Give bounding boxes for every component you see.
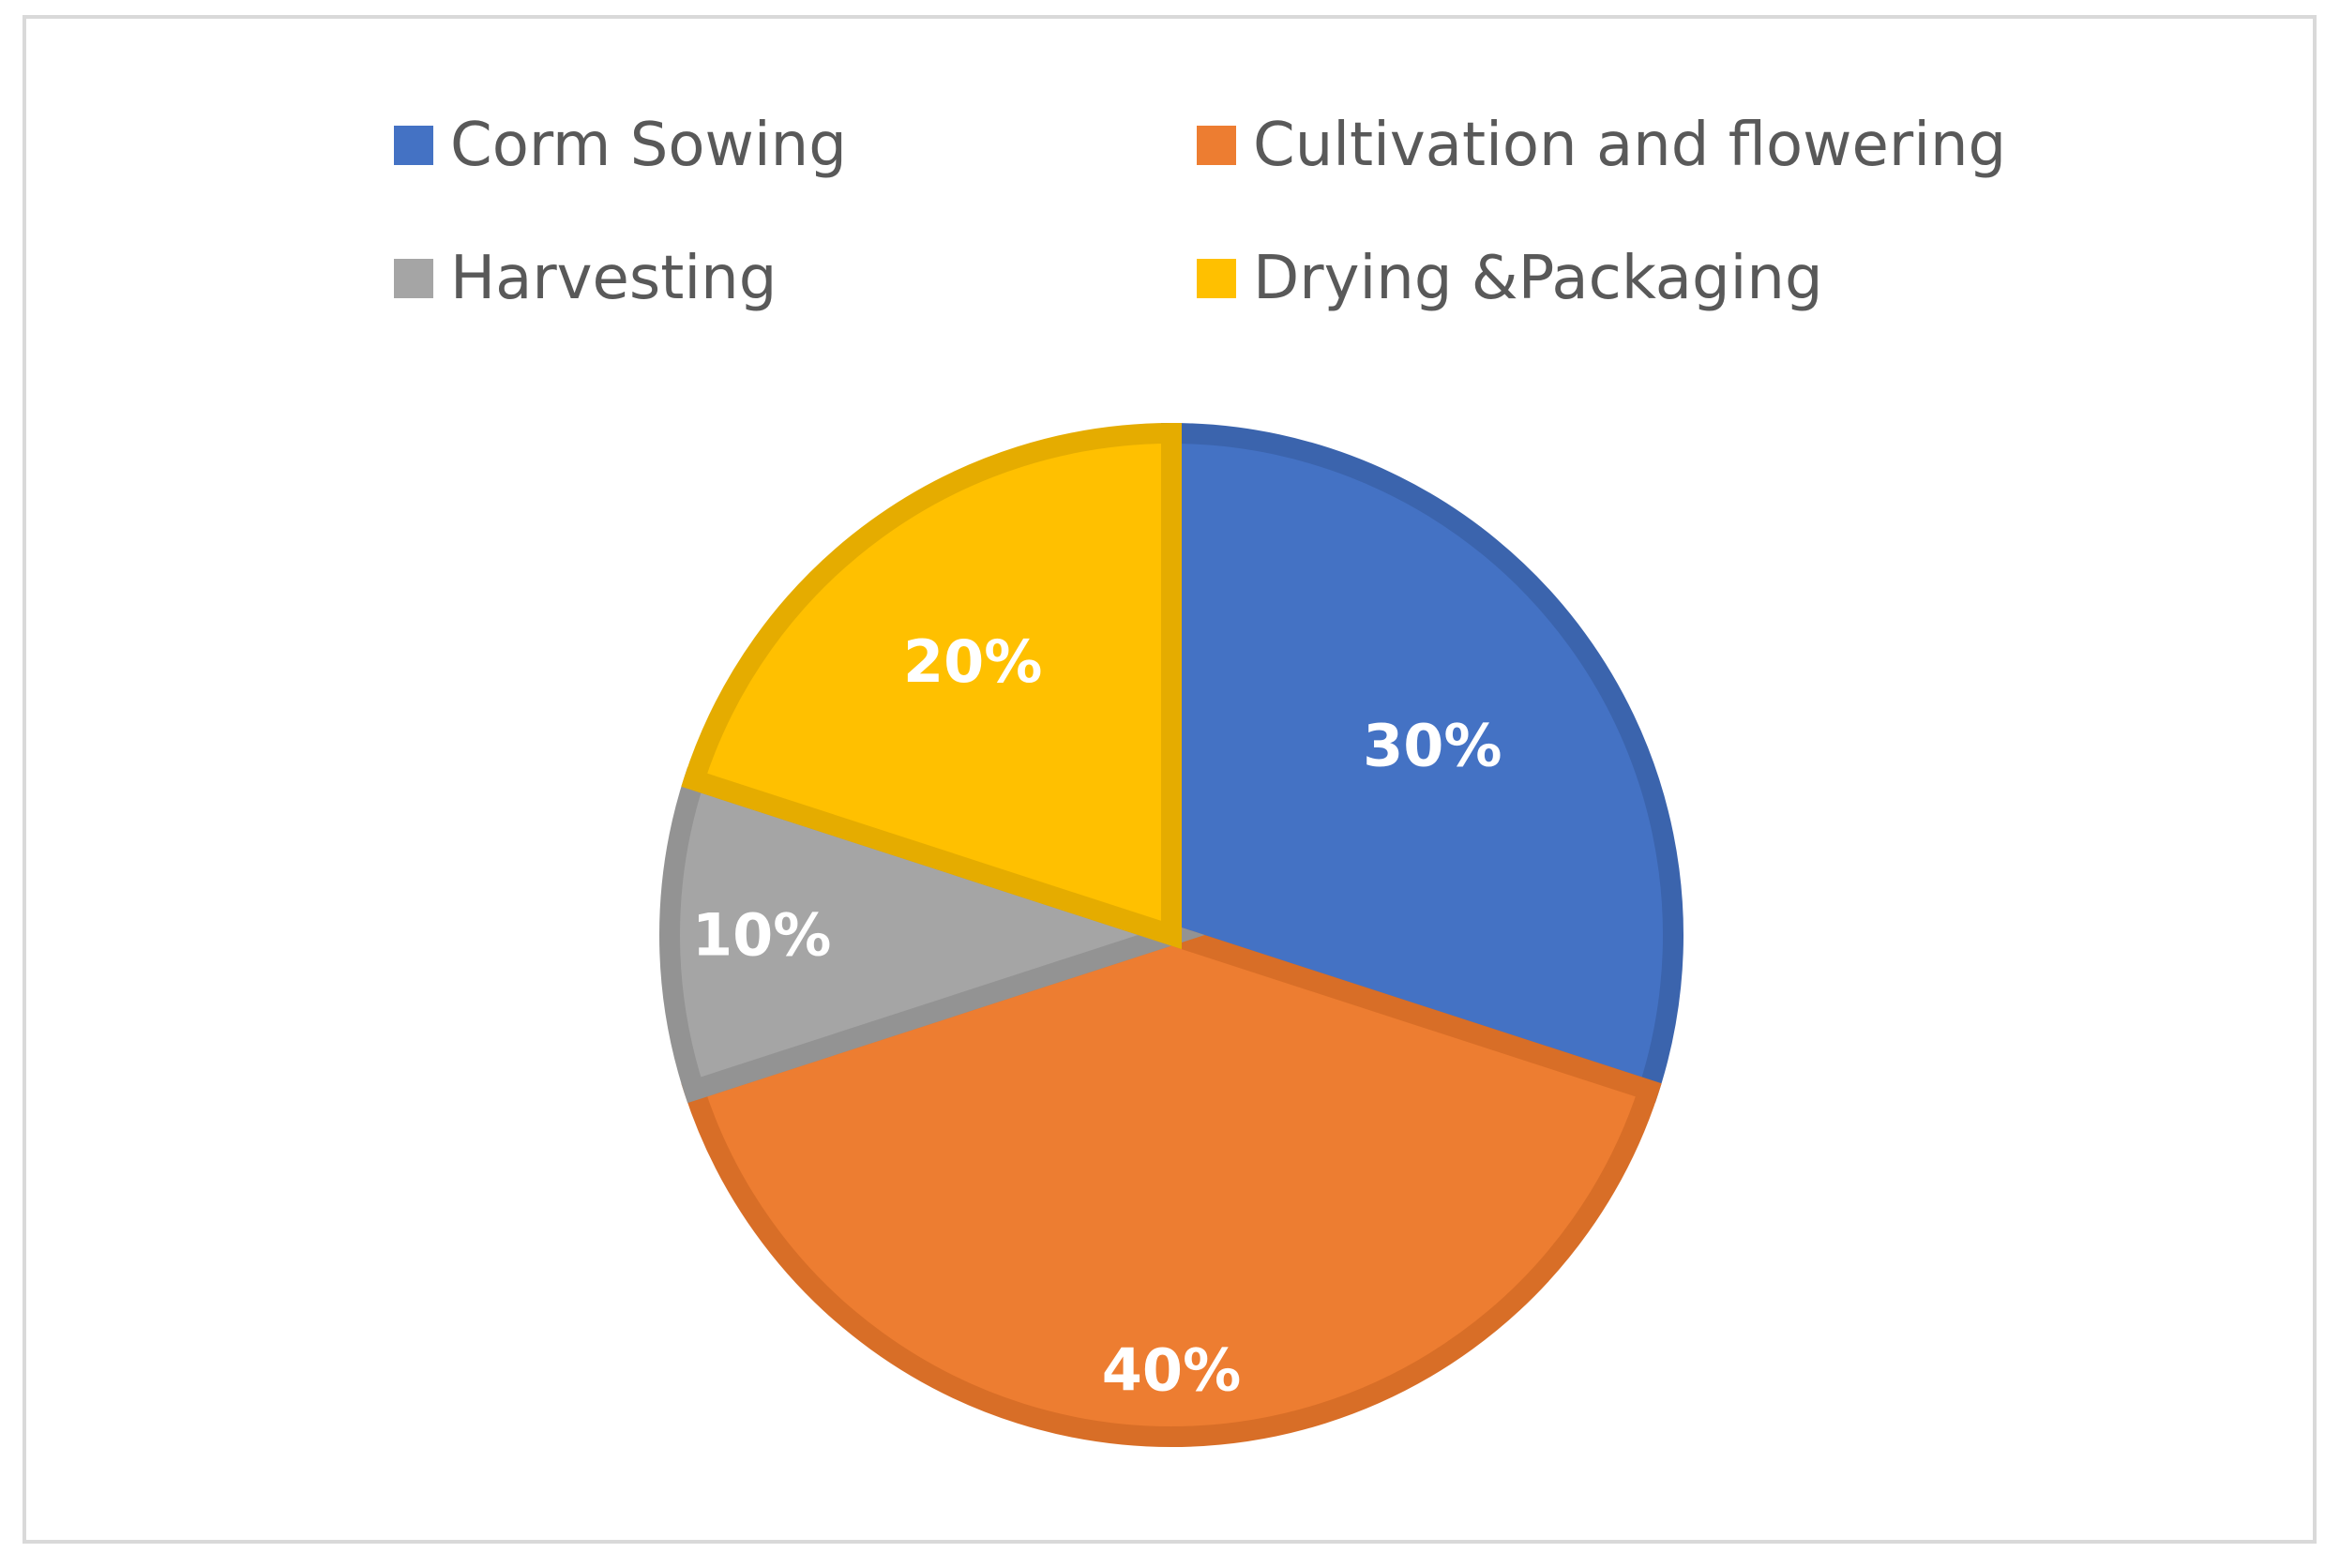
chart-frame: Corm Sowing Cultivation and flowering Ha… <box>23 15 2317 1544</box>
pie-slice-harvesting <box>658 766 1205 1104</box>
pie-slice-corm-sowing <box>1161 422 1683 1104</box>
legend-swatch-cultivation-and-flowering <box>1197 126 1236 165</box>
legend-swatch-harvesting <box>394 259 433 298</box>
data-label-harvesting: 10% <box>692 901 831 970</box>
legend-item-cultivation-and-flowering: Cultivation and flowering <box>1197 103 2006 188</box>
legend: Corm Sowing Cultivation and flowering Ha… <box>26 19 2313 319</box>
legend-label-cultivation-and-flowering: Cultivation and flowering <box>1253 111 2007 180</box>
legend-swatch-drying-packaging <box>1197 259 1236 298</box>
legend-item-harvesting: Harvesting <box>394 236 777 321</box>
pie-slice-drying-packaging <box>681 422 1182 950</box>
pie-chart: 30% 40% 10% 20% <box>658 422 1683 1448</box>
data-label-drying-packaging: 20% <box>903 627 1042 696</box>
data-label-cultivation-and-flowering: 40% <box>1102 1336 1241 1405</box>
legend-label-harvesting: Harvesting <box>450 244 777 313</box>
pie-slice-cultivation-and-flowering <box>681 924 1662 1448</box>
legend-label-corm-sowing: Corm Sowing <box>450 111 847 180</box>
legend-label-drying-packaging: Drying &Packaging <box>1253 244 1823 313</box>
legend-item-drying-packaging: Drying &Packaging <box>1197 236 1823 321</box>
data-label-corm-sowing: 30% <box>1363 711 1502 779</box>
legend-item-corm-sowing: Corm Sowing <box>394 103 847 188</box>
legend-swatch-corm-sowing <box>394 126 433 165</box>
